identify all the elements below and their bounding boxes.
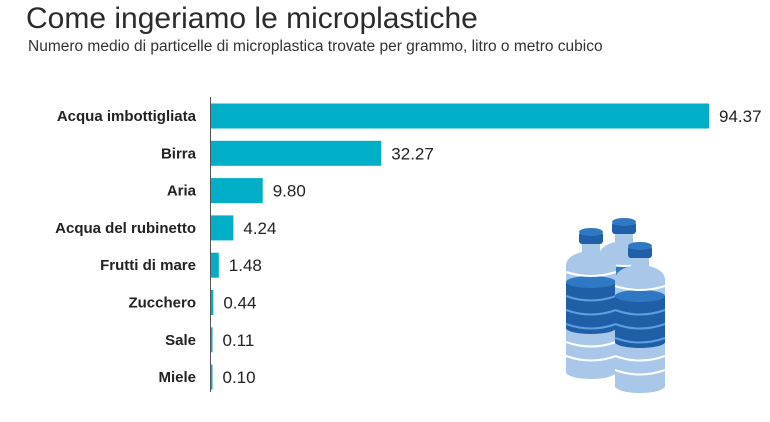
bottle-right — [614, 242, 666, 393]
value-label: 4.24 — [243, 219, 276, 238]
bar-7 — [211, 364, 213, 390]
page-subtitle: Numero medio di particelle di microplast… — [28, 38, 603, 55]
bars-group: Acqua imbottigliata 94.37 Birra 32.27 Aria 9.… — [55, 103, 762, 390]
bar-4 — [211, 252, 219, 278]
value-label: 9.80 — [273, 182, 306, 201]
category-label: Aria — [167, 183, 197, 200]
value-label: 0.44 — [223, 294, 256, 313]
category-label: Acqua del rubinetto — [55, 220, 196, 237]
bar-6 — [211, 327, 213, 353]
bar-2 — [211, 178, 263, 204]
value-label: 1.48 — [229, 256, 262, 275]
bar-5 — [211, 290, 214, 315]
value-label: 0.10 — [223, 368, 256, 387]
category-label: Acqua imbottigliata — [57, 108, 197, 125]
value-label: 0.11 — [223, 331, 255, 350]
value-label: 32.27 — [391, 144, 434, 163]
water-bottles-icon — [565, 218, 666, 393]
category-label: Miele — [158, 369, 196, 386]
category-label: Sale — [165, 332, 196, 349]
bottle-left — [565, 228, 617, 379]
page-title: Come ingeriamo le microplastiche — [26, 2, 478, 35]
value-label: 94.37 — [719, 107, 762, 126]
category-label: Frutti di mare — [100, 257, 196, 274]
category-label: Zucchero — [128, 295, 196, 312]
category-label: Birra — [161, 145, 197, 162]
bar-3 — [211, 215, 234, 241]
bar-0 — [211, 103, 709, 129]
bar-1 — [211, 140, 382, 166]
